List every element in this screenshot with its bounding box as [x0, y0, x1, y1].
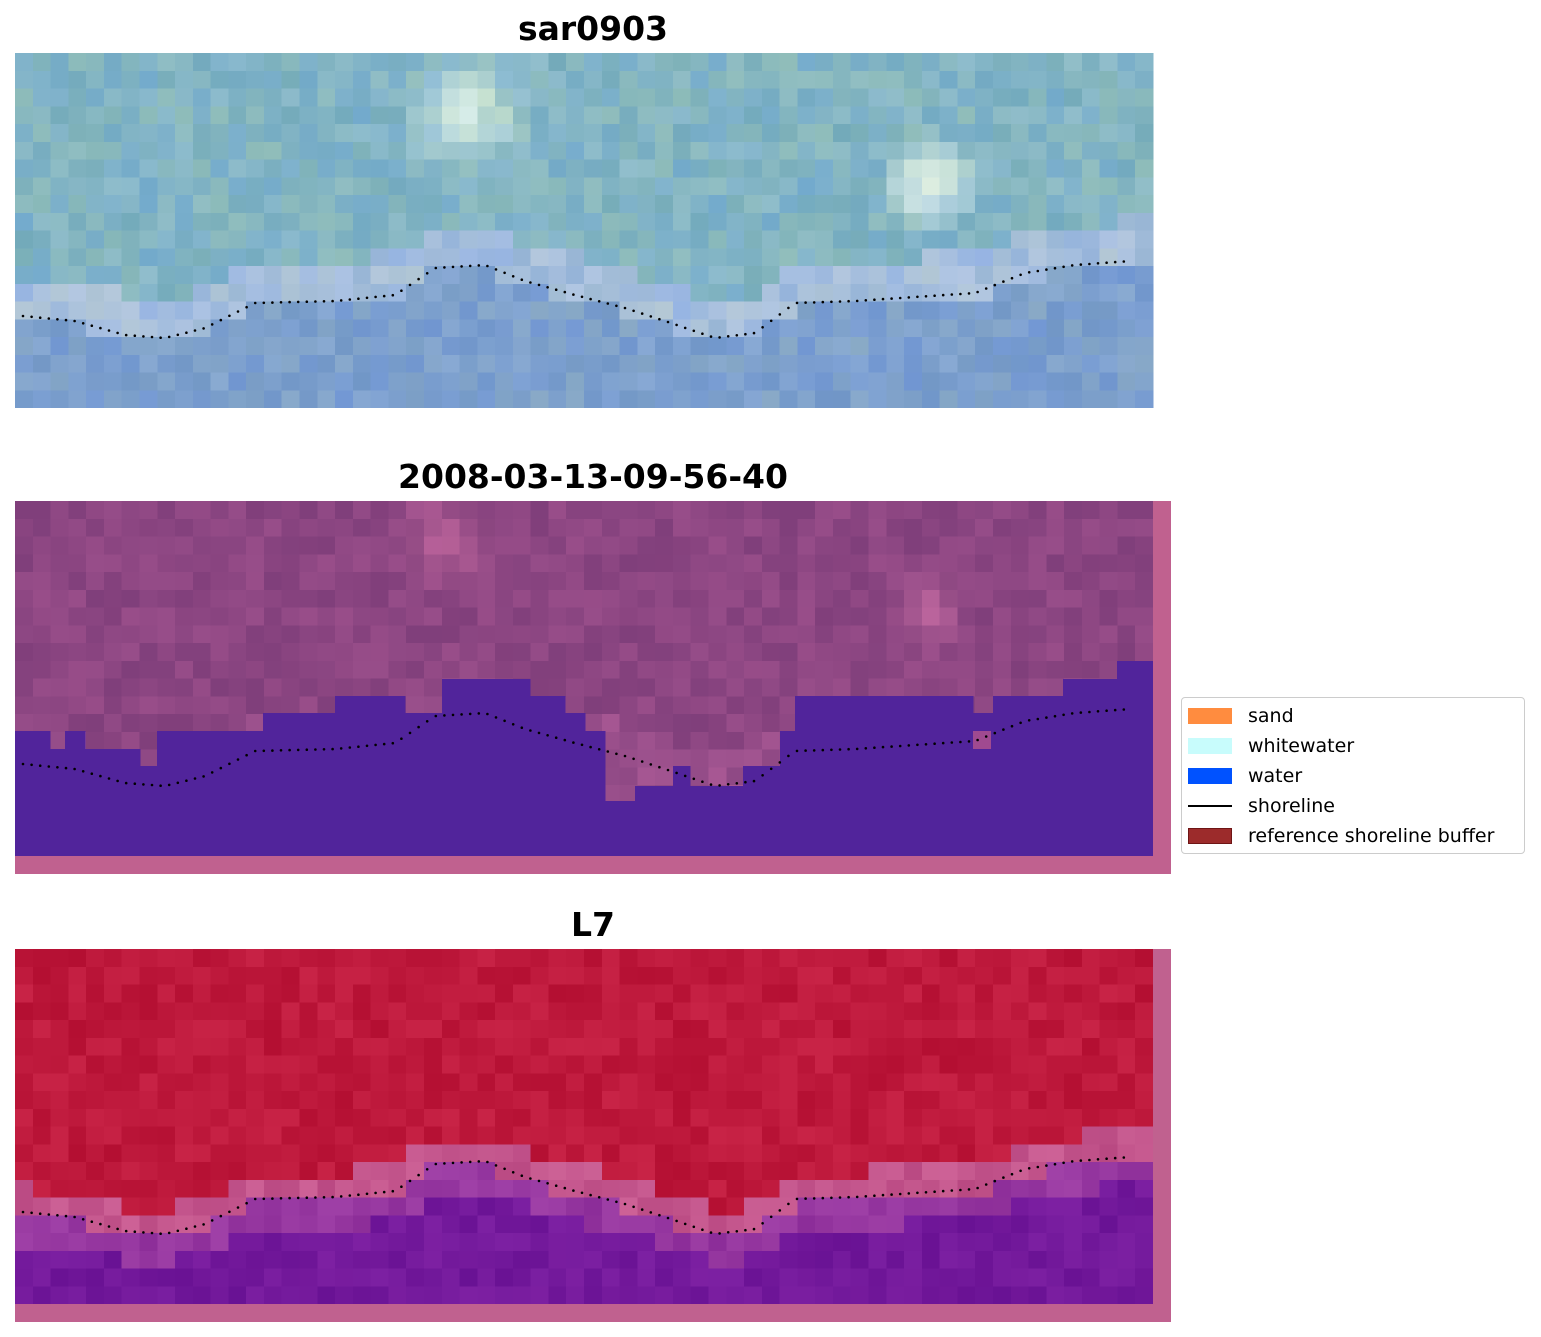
legend-item-whitewater: whitewater [1188, 733, 1524, 757]
water-swatch [1188, 768, 1232, 784]
reference-buffer-swatch [1188, 828, 1232, 844]
legend-item-sand: sand [1188, 703, 1524, 727]
shoreline-dots [21, 260, 1126, 340]
shoreline-line-swatch [1188, 805, 1232, 807]
shoreline-dots [21, 1156, 1126, 1235]
buffer-border-right [1153, 949, 1171, 1322]
panel-title: sar0903 [517, 9, 669, 48]
panel-title: 2008-03-13-09-56-40 [398, 457, 788, 496]
shoreline-dots [21, 708, 1126, 787]
buffer-border-bottom [15, 1304, 1171, 1322]
whitewater-swatch [1188, 738, 1232, 754]
water-mask [15, 661, 1154, 856]
legend-label: reference shoreline buffer [1248, 825, 1495, 847]
legend-label: whitewater [1248, 735, 1355, 757]
buffer-border-bottom [15, 856, 1171, 874]
legend-item-shoreline: shoreline [1188, 793, 1524, 817]
sand-swatch [1188, 708, 1232, 724]
legend: sand whitewater water shoreline referenc… [1181, 697, 1525, 854]
index-image [15, 949, 1171, 1322]
legend-label: sand [1248, 705, 1294, 727]
pixel-grid [15, 53, 1154, 408]
buffer-border-right [1153, 501, 1171, 874]
legend-label: shoreline [1248, 795, 1335, 817]
legend-label: water [1248, 765, 1303, 787]
legend-item-reference-buffer: reference shoreline buffer [1188, 823, 1524, 847]
rgb-image [15, 53, 1154, 408]
pixel-grid [15, 949, 1154, 1305]
panel-title: L7 [571, 905, 615, 944]
legend-item-water: water [1188, 763, 1524, 787]
classified-image [15, 501, 1171, 874]
